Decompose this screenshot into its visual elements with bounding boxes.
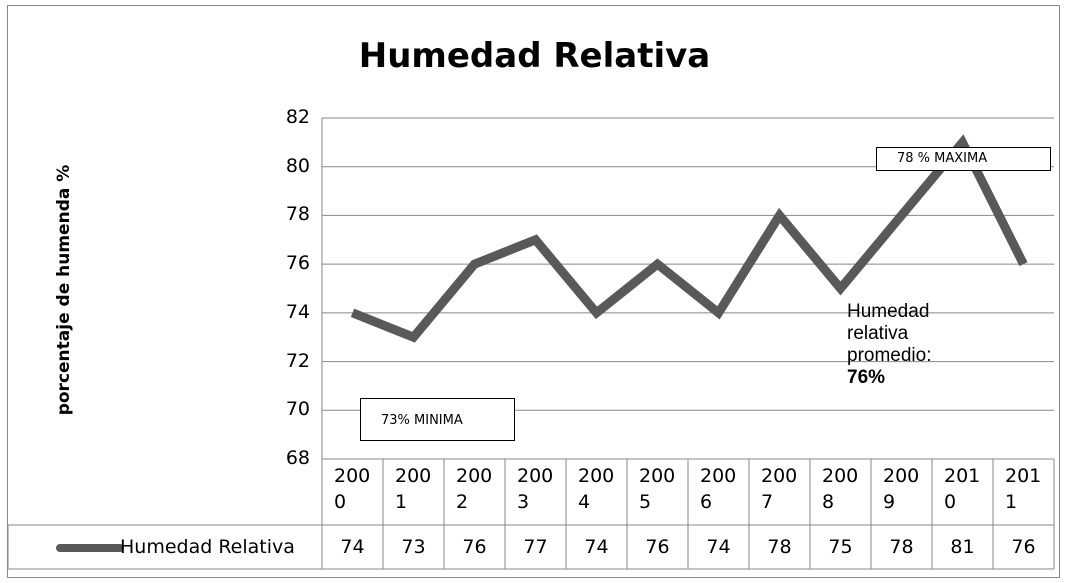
y-tick-label: 80 bbox=[285, 154, 310, 177]
max-annotation: 78 % MAXIMA bbox=[876, 147, 1051, 171]
x-tick-cell: 2011 bbox=[993, 459, 1054, 525]
y-tick-label: 72 bbox=[285, 349, 310, 372]
table-value: 78 bbox=[767, 536, 792, 558]
table-value: 77 bbox=[523, 536, 548, 558]
table-value: 81 bbox=[950, 536, 975, 558]
average-annotation: Humedad relativa promedio: 76% bbox=[847, 301, 977, 389]
x-tick-label: 2008 bbox=[822, 465, 859, 513]
y-tick-label: 78 bbox=[285, 203, 310, 226]
chart-title: Humedad Relativa bbox=[358, 36, 711, 76]
x-tick-label: 2000 bbox=[334, 465, 371, 513]
x-tick-label: 2006 bbox=[700, 465, 737, 513]
x-tick-label: 2004 bbox=[578, 465, 615, 513]
x-tick-cell: 2007 bbox=[749, 459, 810, 525]
table-value: 73 bbox=[401, 536, 426, 558]
x-tick-cell: 2004 bbox=[566, 459, 627, 525]
table-value: 76 bbox=[1011, 536, 1036, 558]
table-value: 74 bbox=[584, 536, 609, 558]
x-tick-label: 2002 bbox=[456, 465, 493, 513]
x-tick-label: 2007 bbox=[761, 465, 798, 513]
x-tick-cell: 2009 bbox=[871, 459, 932, 525]
y-tick-label: 74 bbox=[285, 300, 310, 323]
y-tick-label: 82 bbox=[285, 106, 310, 128]
x-tick-label: 2010 bbox=[944, 465, 981, 513]
x-tick-label: 2001 bbox=[395, 465, 432, 513]
table-value: 74 bbox=[340, 536, 365, 558]
average-text: Humedad relativa promedio: bbox=[847, 301, 932, 366]
table-value: 74 bbox=[706, 536, 731, 558]
data-line bbox=[350, 134, 1028, 343]
x-tick-cell: 2000 bbox=[322, 459, 383, 525]
x-tick-cell: 2003 bbox=[505, 459, 566, 525]
x-tick-cell: 2008 bbox=[810, 459, 871, 525]
min-annotation: 73% MINIMA bbox=[360, 398, 515, 441]
y-tick-label: 70 bbox=[285, 398, 310, 421]
chart-frame bbox=[7, 5, 1060, 578]
y-tick-label: 76 bbox=[285, 252, 310, 275]
table-value: 76 bbox=[645, 536, 670, 558]
table-value: 76 bbox=[462, 536, 487, 558]
average-value: 76% bbox=[847, 367, 886, 388]
x-tick-cell: 2005 bbox=[627, 459, 688, 525]
x-tick-label: 2009 bbox=[883, 465, 920, 513]
x-tick-label: 2011 bbox=[1005, 465, 1042, 513]
legend-label: Humedad Relativa bbox=[120, 536, 295, 558]
x-tick-cell: 2010 bbox=[932, 459, 993, 525]
x-tick-cell: 2002 bbox=[444, 459, 505, 525]
x-tick-cell: 2001 bbox=[383, 459, 444, 525]
table-value: 78 bbox=[889, 536, 914, 558]
y-tick-label: 68 bbox=[285, 447, 310, 469]
x-tick-label: 2005 bbox=[639, 465, 676, 513]
table-value: 75 bbox=[828, 536, 853, 558]
x-tick-label: 2003 bbox=[517, 465, 554, 513]
x-tick-cell: 2006 bbox=[688, 459, 749, 525]
